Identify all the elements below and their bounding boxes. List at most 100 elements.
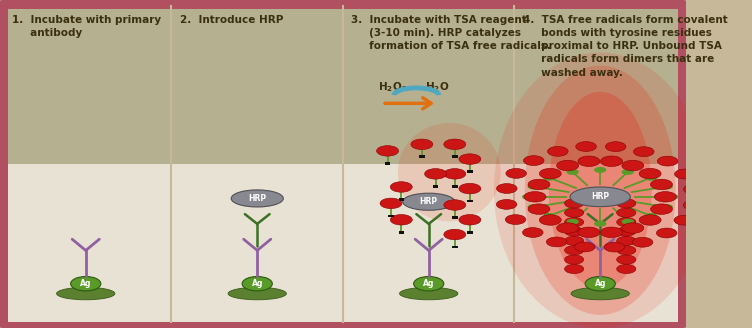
Ellipse shape (228, 287, 287, 300)
Circle shape (622, 223, 644, 233)
Circle shape (684, 184, 704, 194)
Circle shape (565, 236, 584, 245)
Circle shape (656, 228, 677, 238)
Bar (399, 198, 404, 201)
Text: HRP: HRP (420, 197, 438, 206)
Circle shape (617, 236, 636, 245)
Text: 4.  TSA free radicals form covalent
     bonds with tyrosine residues
     proxi: 4. TSA free radicals form covalent bonds… (523, 15, 727, 77)
Circle shape (617, 246, 636, 255)
Circle shape (539, 168, 561, 179)
Ellipse shape (231, 190, 284, 207)
Circle shape (528, 179, 550, 190)
Ellipse shape (398, 123, 501, 221)
Circle shape (617, 255, 636, 264)
Circle shape (660, 204, 673, 210)
Circle shape (459, 154, 481, 164)
Circle shape (380, 198, 402, 209)
Circle shape (639, 215, 661, 225)
Bar (452, 246, 457, 248)
Circle shape (675, 169, 695, 179)
Circle shape (556, 223, 578, 233)
Text: Ag: Ag (252, 279, 263, 288)
Circle shape (547, 237, 567, 247)
Circle shape (71, 277, 101, 291)
Ellipse shape (494, 52, 707, 328)
Circle shape (390, 182, 412, 192)
Bar (419, 155, 425, 158)
Circle shape (523, 228, 543, 237)
Circle shape (575, 242, 595, 252)
FancyArrowPatch shape (385, 98, 431, 109)
Circle shape (565, 255, 584, 264)
Text: 1.  Incubate with primary
     antibody: 1. Incubate with primary antibody (12, 15, 162, 38)
Circle shape (543, 213, 556, 219)
Circle shape (633, 147, 654, 156)
Circle shape (674, 215, 695, 225)
Circle shape (645, 213, 657, 219)
Bar (8, 9, 678, 166)
Text: $\mathregular{H_2O}$: $\mathregular{H_2O}$ (425, 80, 449, 94)
Circle shape (654, 192, 676, 202)
Circle shape (605, 142, 626, 152)
Text: Ag: Ag (80, 279, 92, 288)
Text: Ag: Ag (423, 279, 435, 288)
Circle shape (425, 169, 447, 179)
Circle shape (506, 169, 526, 178)
Text: 3.  Incubate with TSA reagent
     (3-10 min). HRP catalyzes
     formation of T: 3. Incubate with TSA reagent (3-10 min).… (351, 15, 551, 51)
Circle shape (444, 200, 465, 210)
Circle shape (645, 175, 657, 181)
Circle shape (444, 229, 465, 240)
Circle shape (565, 227, 584, 236)
Circle shape (650, 204, 672, 215)
FancyBboxPatch shape (0, 1, 687, 327)
Circle shape (601, 156, 623, 167)
Circle shape (585, 277, 615, 291)
Circle shape (617, 217, 636, 227)
Circle shape (556, 160, 578, 171)
Circle shape (632, 237, 653, 247)
Text: Ag: Ag (595, 279, 606, 288)
Circle shape (617, 199, 636, 208)
Circle shape (576, 142, 596, 152)
Circle shape (660, 184, 673, 190)
Text: HRP: HRP (591, 192, 609, 201)
Circle shape (496, 184, 517, 194)
Circle shape (496, 199, 517, 209)
Bar (467, 200, 472, 202)
Circle shape (578, 156, 600, 167)
Circle shape (617, 227, 636, 236)
Circle shape (527, 184, 540, 190)
Circle shape (594, 167, 606, 173)
Circle shape (566, 219, 579, 225)
Bar (433, 185, 438, 188)
Circle shape (622, 219, 634, 225)
Circle shape (639, 168, 661, 179)
Ellipse shape (571, 287, 629, 300)
Bar (467, 231, 472, 234)
Ellipse shape (525, 66, 675, 315)
Circle shape (601, 227, 623, 237)
Circle shape (444, 169, 465, 179)
Circle shape (684, 200, 704, 210)
Circle shape (666, 194, 678, 200)
Circle shape (566, 169, 579, 175)
Circle shape (565, 208, 584, 217)
Circle shape (543, 175, 556, 181)
Circle shape (527, 204, 540, 210)
Circle shape (547, 146, 568, 156)
Bar (399, 231, 404, 234)
Circle shape (604, 242, 625, 252)
Bar (452, 185, 457, 188)
Bar (8, 164, 678, 322)
Circle shape (523, 156, 544, 166)
Circle shape (594, 221, 606, 227)
Circle shape (565, 217, 584, 227)
Bar (385, 162, 390, 165)
Circle shape (565, 246, 584, 255)
Circle shape (622, 160, 644, 171)
Circle shape (505, 215, 526, 224)
Circle shape (377, 146, 399, 156)
Circle shape (459, 215, 481, 225)
Circle shape (565, 199, 584, 208)
Circle shape (565, 264, 584, 274)
